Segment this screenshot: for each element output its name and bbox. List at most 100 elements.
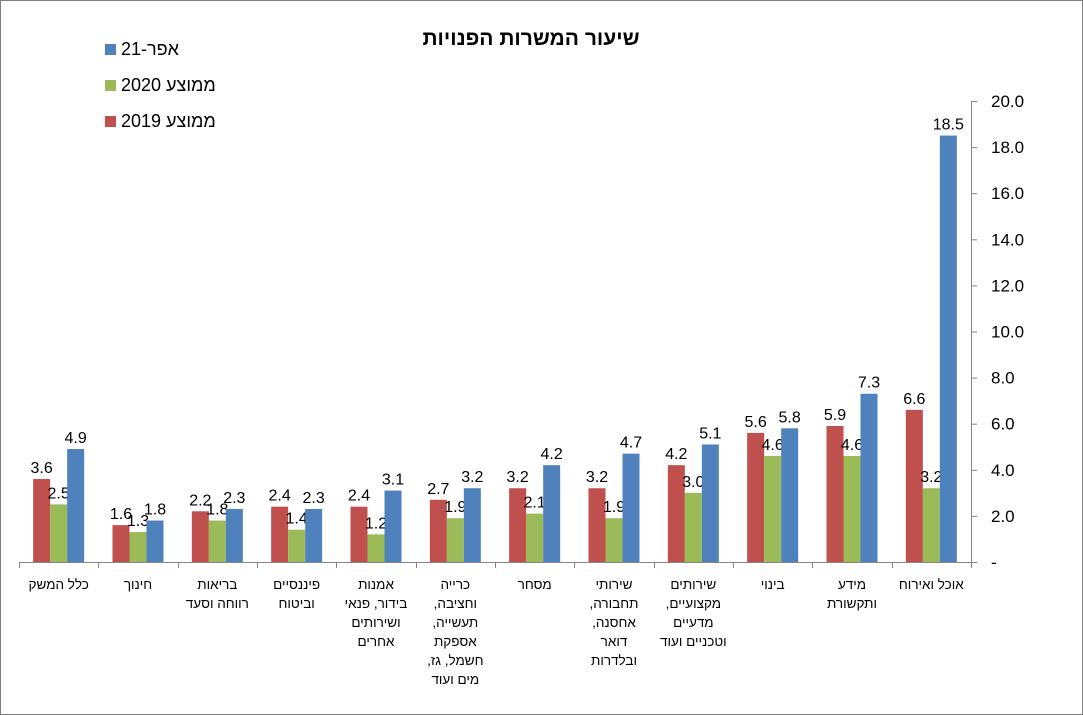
legend-swatch [105, 79, 116, 91]
bar [860, 393, 878, 562]
data-label: 3.1 [382, 472, 404, 489]
category-label: בינוי [761, 577, 785, 592]
category-label: פיננסיים וביטוח [273, 577, 320, 611]
legend-label: ממוצע 2019 [121, 110, 216, 131]
data-label: 2.3 [223, 490, 245, 507]
data-label: 7.3 [858, 375, 880, 392]
bar [843, 455, 861, 562]
data-label: 3.2 [586, 469, 608, 486]
bar [129, 532, 147, 562]
bar [208, 520, 226, 562]
bar [667, 465, 685, 562]
y-tick-label: 16.0 [991, 184, 1024, 203]
bar [288, 529, 306, 562]
legend-item: ממוצע 2020 [105, 67, 216, 103]
data-label: 6.6 [903, 391, 925, 408]
category-label: אמנות בידור, פנאי ושירותים אחרים [345, 577, 408, 649]
category-label-line: אחסנה, [592, 615, 636, 630]
y-tick-label: 14.0 [991, 230, 1024, 249]
category-label: אוכל ואירוח [899, 577, 964, 592]
data-label: 5.1 [699, 425, 721, 442]
data-label: 3.2 [461, 469, 483, 486]
category-label-line: מסחר [518, 577, 552, 592]
data-label: 3.6 [31, 460, 53, 477]
data-label: 5.9 [824, 407, 846, 424]
y-tick-label: 6.0 [991, 415, 1015, 434]
data-label: 2.4 [348, 488, 370, 505]
category-label: שירותי תחבורה, אחסנה, דואר ובלדרות [590, 577, 639, 668]
category-label-line: אמנות [358, 577, 394, 592]
category-label-line: מדעיים [673, 615, 714, 630]
bar [429, 499, 447, 562]
category-label-line: אוכל ואירוח [899, 577, 964, 592]
bar [764, 455, 782, 562]
data-label: 4.2 [665, 446, 687, 463]
data-label: 1.8 [206, 502, 228, 519]
bar [463, 488, 481, 562]
data-label: 4.7 [620, 435, 642, 452]
legend-item: ממוצע 2019 [105, 103, 216, 139]
category-label-line: וטכניים ועוד [660, 634, 727, 649]
y-tick-label: 8.0 [991, 369, 1015, 388]
bar [509, 488, 527, 562]
category-label: בריאות רווחה וסעד [186, 577, 249, 611]
category-label-line: כלל המשק [29, 577, 89, 592]
legend-label: ממוצע 2020 [121, 74, 216, 95]
category-label-line: תחבורה, [590, 596, 639, 611]
data-label: 18.5 [933, 117, 964, 134]
bar [146, 520, 164, 562]
data-label: 2.7 [427, 481, 449, 498]
bar [33, 479, 51, 562]
data-label: 1.4 [286, 511, 308, 528]
data-label: 3.2 [507, 469, 529, 486]
data-label: 2.2 [189, 492, 211, 509]
bar [191, 511, 209, 562]
data-label: 1.9 [603, 499, 625, 516]
bar [701, 444, 719, 562]
bar [588, 488, 606, 562]
data-label: 4.6 [841, 437, 863, 454]
bar [605, 518, 623, 562]
category-label-line: ובלדרות [591, 653, 637, 668]
category-label-line: ותקשורת [827, 596, 877, 611]
category-label-line: דואר [601, 634, 628, 649]
bar [747, 432, 765, 562]
bar [922, 488, 940, 562]
category-label-line: תעשייה, [432, 615, 478, 630]
data-label: 5.6 [745, 414, 767, 431]
bar [939, 135, 957, 562]
bar [67, 449, 85, 562]
y-tick-label: 4.0 [991, 461, 1015, 480]
category-label: כלל המשק [29, 577, 89, 592]
category-label-line: אספקת [434, 634, 477, 649]
chart-title: שיעור המשרות הפנויות [422, 27, 640, 50]
data-label: 4.2 [541, 446, 563, 463]
category-label: שירותים מקצועיים, מדעיים וטכניים ועוד [660, 577, 727, 649]
data-label: 1.8 [144, 502, 166, 519]
category-label: חינוך [124, 577, 152, 592]
y-tick-label: 2.0 [991, 507, 1015, 526]
legend: אפר-21 ממוצע 2020 ממוצע 2019 [105, 31, 216, 139]
bar [367, 534, 385, 562]
category-label-line: מים ועוד [431, 672, 479, 687]
bar [384, 490, 402, 562]
data-label: 2.3 [303, 490, 325, 507]
category-label-line: וחציבה, [434, 596, 477, 611]
data-label: 1.6 [110, 506, 132, 523]
category-label-line: אחרים [358, 634, 395, 649]
category-label-line: כרייה [441, 577, 471, 592]
data-label: 1.9 [444, 499, 466, 516]
y-tick-label: 10.0 [991, 323, 1024, 342]
category-label-line: בידור, פנאי [345, 596, 408, 611]
bar [50, 504, 68, 562]
y-tick-label: 18.0 [991, 138, 1024, 157]
y-tick-label: - [991, 553, 997, 572]
legend-swatch [105, 43, 116, 55]
bar [684, 492, 702, 562]
category-label-line: שירותי [596, 577, 633, 592]
data-label: 3.2 [920, 469, 942, 486]
category-label-line: מידע [838, 577, 866, 592]
bar [305, 508, 323, 562]
